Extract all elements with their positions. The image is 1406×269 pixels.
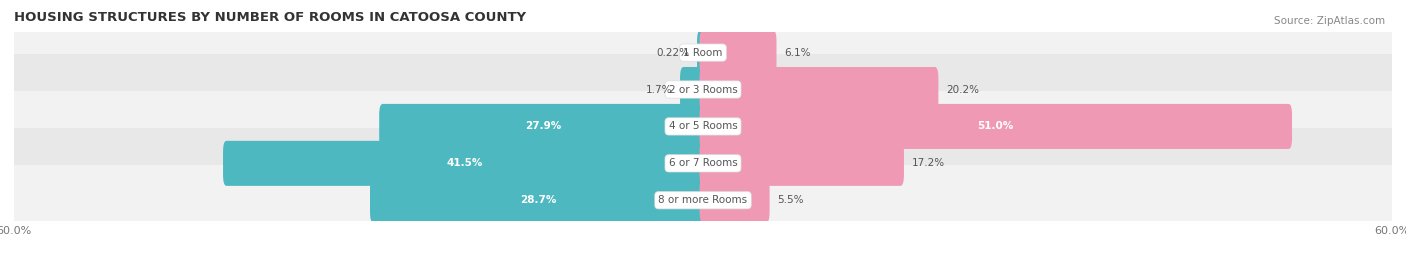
FancyBboxPatch shape (700, 141, 904, 186)
FancyBboxPatch shape (700, 67, 938, 112)
Text: 4 or 5 Rooms: 4 or 5 Rooms (669, 121, 737, 132)
Text: 1 Room: 1 Room (683, 48, 723, 58)
Text: 51.0%: 51.0% (977, 121, 1014, 132)
Text: HOUSING STRUCTURES BY NUMBER OF ROOMS IN CATOOSA COUNTY: HOUSING STRUCTURES BY NUMBER OF ROOMS IN… (14, 11, 526, 24)
Text: 8 or more Rooms: 8 or more Rooms (658, 195, 748, 205)
Text: 41.5%: 41.5% (447, 158, 482, 168)
Text: 20.2%: 20.2% (946, 84, 980, 94)
FancyBboxPatch shape (700, 178, 769, 223)
FancyBboxPatch shape (700, 104, 1292, 149)
Text: 28.7%: 28.7% (520, 195, 557, 205)
FancyBboxPatch shape (370, 178, 706, 223)
Text: 2 or 3 Rooms: 2 or 3 Rooms (669, 84, 737, 94)
FancyBboxPatch shape (8, 128, 1398, 199)
FancyBboxPatch shape (380, 104, 706, 149)
FancyBboxPatch shape (8, 165, 1398, 236)
Text: 1.7%: 1.7% (645, 84, 672, 94)
FancyBboxPatch shape (224, 141, 706, 186)
Text: 0.22%: 0.22% (657, 48, 689, 58)
FancyBboxPatch shape (681, 67, 706, 112)
Text: 5.5%: 5.5% (778, 195, 804, 205)
FancyBboxPatch shape (700, 30, 776, 75)
FancyBboxPatch shape (697, 30, 706, 75)
FancyBboxPatch shape (8, 91, 1398, 162)
Text: 6.1%: 6.1% (785, 48, 811, 58)
Text: Source: ZipAtlas.com: Source: ZipAtlas.com (1274, 16, 1385, 26)
Text: 27.9%: 27.9% (524, 121, 561, 132)
FancyBboxPatch shape (8, 54, 1398, 125)
Text: 6 or 7 Rooms: 6 or 7 Rooms (669, 158, 737, 168)
Text: 17.2%: 17.2% (912, 158, 945, 168)
FancyBboxPatch shape (8, 17, 1398, 88)
